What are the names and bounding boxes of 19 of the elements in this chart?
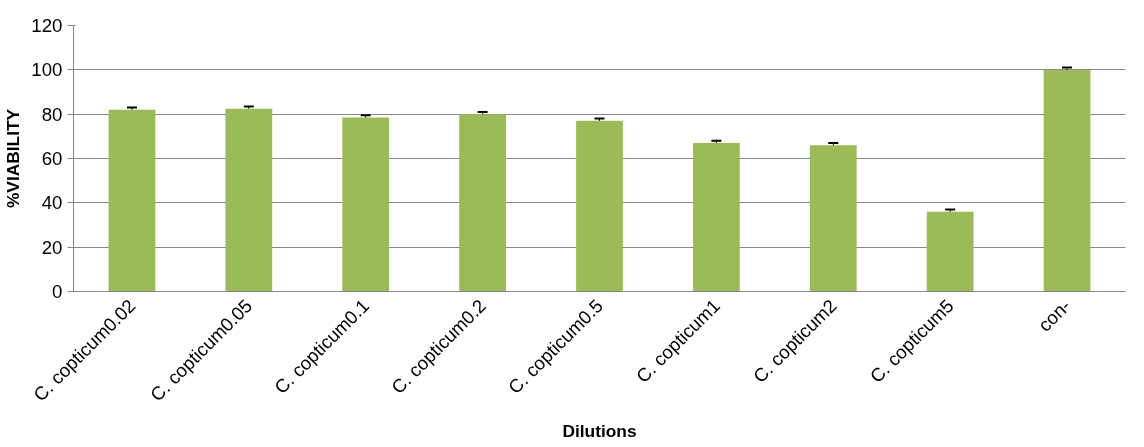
y-tick-label: 20 [41, 236, 63, 258]
bar [459, 114, 506, 292]
x-axis-title: Dilutions [562, 420, 637, 441]
y-tick-label: 80 [41, 103, 63, 125]
bar [576, 120, 623, 292]
y-tick-label: 40 [41, 192, 63, 214]
bar [926, 211, 974, 292]
bar [693, 142, 740, 292]
y-tick-label: 120 [31, 15, 63, 36]
bar [342, 117, 390, 292]
x-tick-label: con- [1033, 295, 1075, 336]
y-tick-label: 0 [52, 281, 63, 302]
bar [108, 109, 156, 292]
bar [225, 108, 273, 292]
bar [1043, 69, 1091, 292]
y-axis-title: %VIABILITY [3, 108, 24, 209]
y-tick-label: 100 [31, 59, 63, 81]
bar [809, 145, 857, 292]
y-tick-label: 60 [41, 148, 63, 169]
